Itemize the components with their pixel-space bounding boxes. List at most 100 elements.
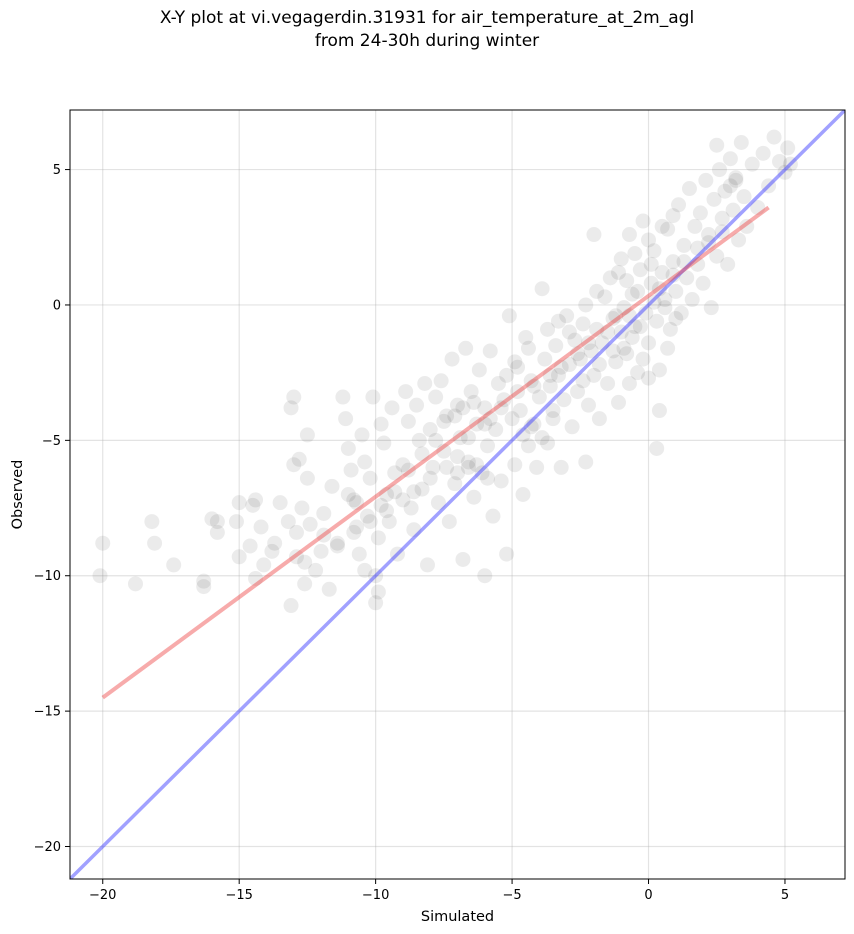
data-point	[720, 256, 736, 272]
data-point	[589, 283, 605, 299]
data-point	[95, 535, 111, 551]
data-point	[591, 411, 607, 427]
data-point	[474, 465, 490, 481]
data-point	[654, 264, 670, 280]
data-point	[744, 156, 760, 172]
data-point	[231, 549, 247, 565]
data-point	[777, 164, 793, 180]
data-point	[286, 389, 302, 405]
data-point	[561, 357, 577, 373]
data-point	[676, 237, 692, 253]
data-point	[228, 514, 244, 530]
data-point	[477, 416, 493, 432]
data-point	[649, 440, 665, 456]
y-tick-label: −10	[34, 569, 61, 584]
data-point	[537, 351, 553, 367]
data-point	[376, 435, 392, 451]
data-point	[673, 305, 689, 321]
data-point	[504, 411, 520, 427]
data-point	[357, 562, 373, 578]
data-point	[439, 408, 455, 424]
data-point	[373, 416, 389, 432]
data-point	[580, 397, 596, 413]
data-point	[750, 199, 766, 215]
data-point	[387, 484, 403, 500]
data-point	[349, 519, 365, 535]
data-point	[641, 370, 657, 386]
data-point	[630, 283, 646, 299]
data-point	[329, 535, 345, 551]
data-point	[458, 340, 474, 356]
data-point	[605, 343, 621, 359]
data-point	[196, 579, 212, 595]
data-point	[209, 514, 225, 530]
data-point	[722, 151, 738, 167]
data-point	[288, 524, 304, 540]
data-point	[586, 227, 602, 243]
data-point	[624, 329, 640, 345]
x-axis-label: Simulated	[421, 909, 494, 925]
data-point	[428, 389, 444, 405]
data-point	[362, 514, 378, 530]
data-point	[490, 375, 506, 391]
data-point	[780, 140, 796, 156]
data-point	[545, 403, 561, 419]
data-point	[687, 218, 703, 234]
data-point	[499, 546, 515, 562]
data-point	[414, 481, 430, 497]
data-point	[450, 397, 465, 413]
data-point	[550, 367, 566, 383]
data-point	[299, 427, 315, 443]
data-point	[242, 538, 258, 554]
data-point	[635, 213, 651, 229]
data-point	[381, 514, 397, 530]
data-point	[501, 308, 517, 324]
data-point	[92, 568, 108, 584]
data-point	[556, 392, 572, 408]
identity-line	[70, 110, 845, 879]
data-point	[248, 492, 264, 508]
data-point	[619, 273, 635, 289]
data-point	[433, 373, 449, 389]
data-point	[510, 359, 526, 375]
data-point	[619, 346, 635, 362]
y-tick-label: −20	[34, 840, 61, 855]
data-point	[466, 394, 482, 410]
data-point	[641, 232, 657, 248]
data-point	[127, 576, 143, 592]
data-point	[406, 484, 422, 500]
data-point	[616, 300, 632, 316]
data-point	[447, 476, 463, 492]
data-point	[591, 357, 607, 373]
data-point	[570, 346, 586, 362]
data-point	[316, 505, 332, 521]
data-point	[499, 367, 515, 383]
data-point	[643, 256, 659, 272]
data-point	[520, 438, 536, 454]
data-point	[343, 462, 359, 478]
data-point	[469, 457, 485, 473]
data-point	[624, 286, 640, 302]
data-point	[419, 557, 435, 573]
data-point	[728, 172, 744, 188]
data-point	[357, 454, 373, 470]
data-point	[621, 227, 637, 243]
data-point	[608, 308, 624, 324]
data-point	[321, 581, 337, 597]
data-point	[463, 384, 479, 400]
data-point	[439, 459, 455, 475]
data-point	[450, 449, 465, 465]
data-point	[523, 373, 539, 389]
ticks-layer: −20 −15 −10 −5 0 5 −20 −15 −10 −5 0 5	[34, 163, 790, 903]
data-point	[400, 413, 416, 429]
data-point	[436, 443, 452, 459]
data-point	[643, 275, 659, 291]
data-point	[422, 422, 438, 438]
data-point	[447, 408, 463, 424]
data-point	[649, 313, 665, 329]
data-point	[725, 202, 741, 218]
data-point	[280, 514, 296, 530]
data-point	[288, 549, 304, 565]
data-point	[196, 573, 212, 589]
